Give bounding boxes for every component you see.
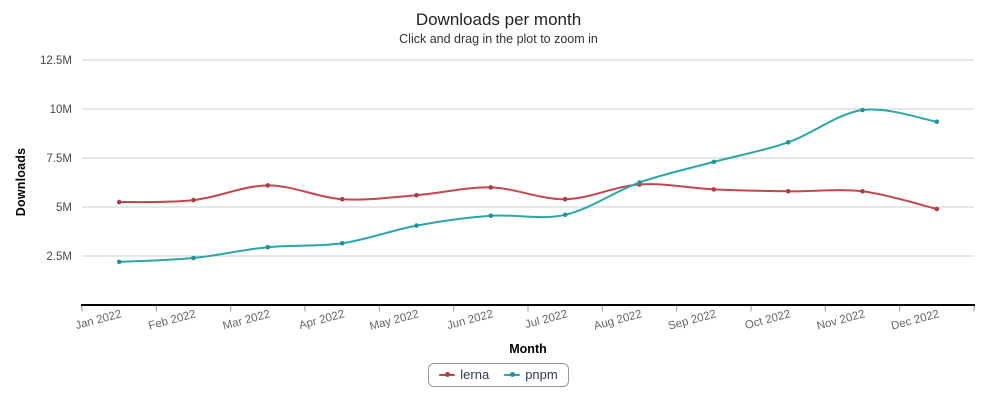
x-tick-label: Apr 2022: [298, 308, 346, 332]
x-axis-title: Month: [509, 342, 547, 356]
x-tick-label: Dec 2022: [890, 308, 941, 332]
marker-pnpm-8[interactable]: [711, 159, 717, 165]
x-tick-label: May 2022: [368, 308, 420, 333]
marker-pnpm-2[interactable]: [265, 244, 271, 250]
marker-lerna-3[interactable]: [339, 196, 345, 202]
marker-pnpm-7[interactable]: [637, 180, 642, 185]
legend-box: lerna pnpm: [428, 363, 569, 387]
marker-lerna-5[interactable]: [488, 185, 494, 190]
legend-item-pnpm[interactable]: pnpm: [504, 367, 558, 382]
x-tick-label: Jul 2022: [524, 308, 569, 331]
marker-lerna-6[interactable]: [562, 196, 568, 202]
chart-subtitle: Click and drag in the plot to zoom in: [399, 32, 598, 46]
marker-pnpm-10[interactable]: [860, 107, 865, 113]
y-tick-label: 10M: [50, 104, 72, 116]
marker-lerna-2[interactable]: [265, 183, 271, 188]
marker-lerna-0[interactable]: [116, 199, 122, 205]
marker-pnpm-5[interactable]: [488, 213, 494, 219]
chart-title: Downloads per month: [415, 10, 582, 29]
marker-lerna-8[interactable]: [711, 187, 717, 192]
y-tick-label: 5M: [56, 202, 72, 214]
x-tick-label: Sep 2022: [667, 308, 718, 332]
marker-pnpm-11[interactable]: [934, 119, 940, 124]
legend-label-pnpm: pnpm: [525, 367, 558, 382]
x-tick-label: Jan 2022: [74, 308, 123, 332]
y-tick-label: 12.5M: [40, 55, 72, 67]
marker-pnpm-3[interactable]: [339, 241, 345, 246]
marker-pnpm-0[interactable]: [116, 259, 122, 265]
legend: lerna pnpm: [0, 363, 997, 387]
marker-lerna-4[interactable]: [414, 192, 419, 198]
marker-lerna-9[interactable]: [785, 189, 791, 194]
lerna-dot-icon: [444, 372, 450, 377]
lerna-line-marker-icon: [439, 372, 456, 377]
marker-pnpm-9[interactable]: [785, 140, 791, 145]
marker-lerna-11[interactable]: [934, 206, 940, 212]
marker-pnpm-1[interactable]: [191, 255, 196, 261]
x-tick-label: Mar 2022: [222, 308, 272, 332]
x-tick-label: Nov 2022: [816, 308, 867, 332]
marker-lerna-10[interactable]: [860, 189, 865, 194]
x-tick-label: Feb 2022: [147, 308, 197, 332]
x-tick-label: Jun 2022: [446, 308, 495, 332]
marker-pnpm-4[interactable]: [414, 223, 419, 228]
series-line-pnpm[interactable]: [118, 108, 938, 263]
series-line-lerna[interactable]: [118, 183, 938, 210]
x-tick-label: Oct 2022: [744, 308, 792, 332]
marker-pnpm-6[interactable]: [562, 212, 568, 218]
y-tick-label: 7.5M: [46, 153, 72, 165]
y-tick-label: 2.5M: [46, 251, 72, 263]
pnpm-dot-icon: [509, 372, 515, 377]
pnpm-line-marker-icon: [504, 372, 521, 377]
marker-lerna-1[interactable]: [191, 197, 196, 203]
x-tick-label: Aug 2022: [593, 308, 644, 332]
legend-item-lerna[interactable]: lerna: [439, 367, 489, 382]
legend-label-lerna: lerna: [460, 367, 490, 382]
